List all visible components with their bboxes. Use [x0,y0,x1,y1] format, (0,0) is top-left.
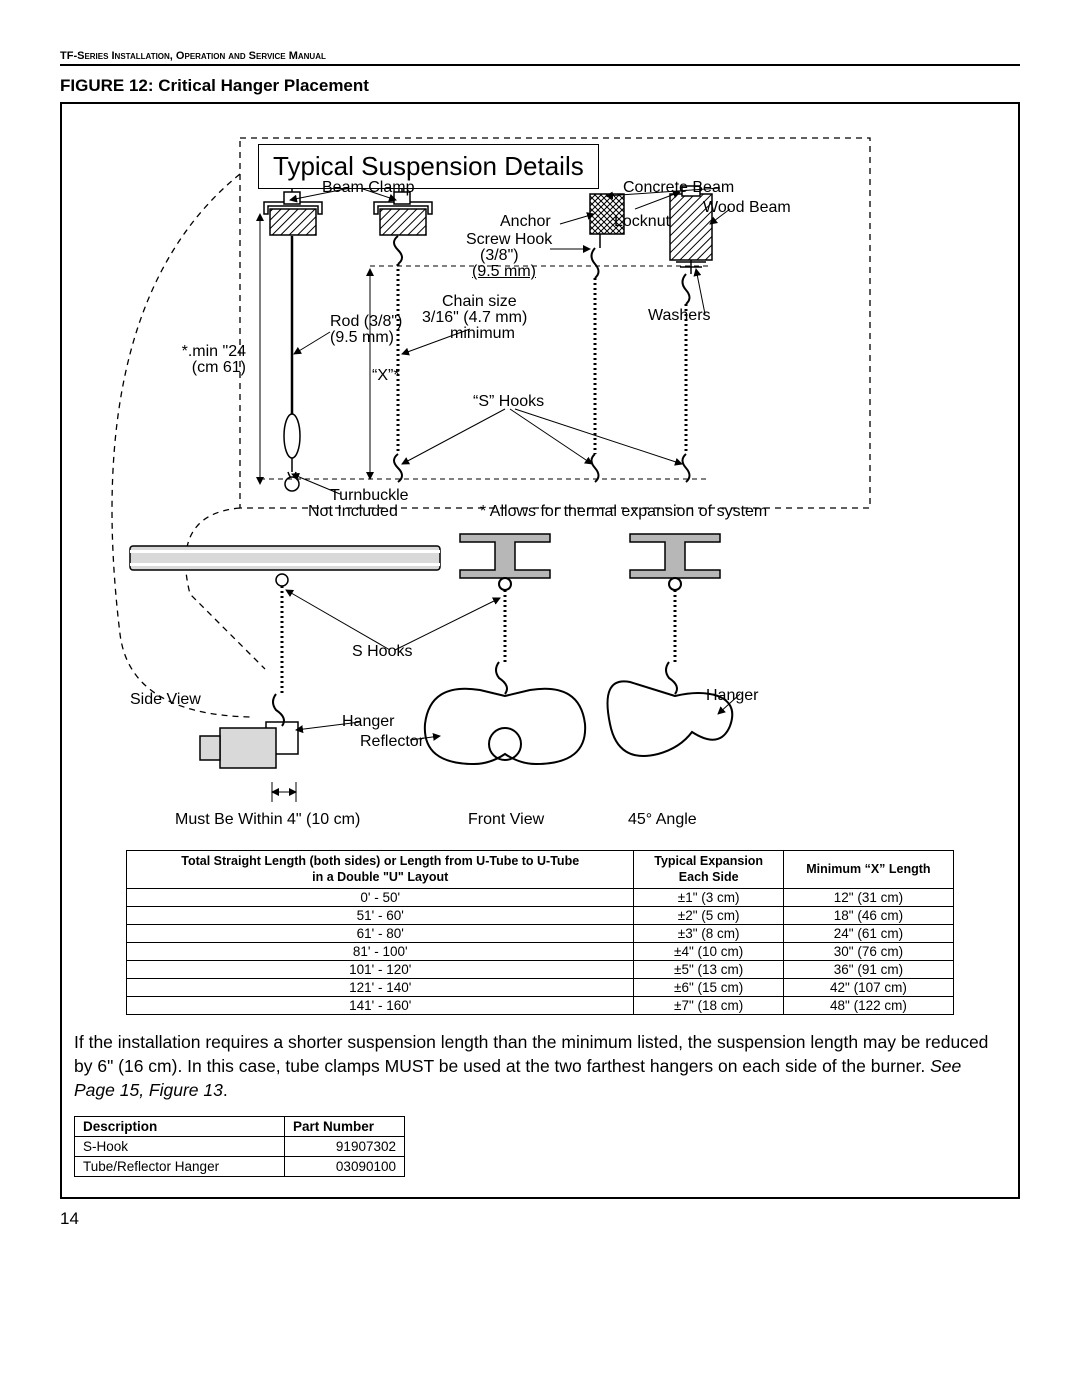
label-x: “X”* [372,366,400,385]
cell: 42" (107 cm) [784,979,953,997]
cell: S-Hook [75,1137,285,1157]
label-angle: 45° Angle [628,810,697,829]
table-row: 61' - 80'±3" (8 cm)24" (61 cm) [127,925,953,943]
table-row: Total Straight Length (both sides) or Le… [127,851,953,889]
cell: 61' - 80' [127,925,634,943]
cell: 141' - 160' [127,997,634,1015]
table-row: 141' - 160'±7" (18 cm)48" (122 cm) [127,997,953,1015]
label-screwhook-mm: (9.5 mm) [472,262,536,281]
table-row: 121' - 140'±6" (15 cm)42" (107 cm) [127,979,953,997]
label-side-view: Side View [130,690,201,709]
th-minx: Minimum “X” Length [784,851,953,889]
label-wood: Wood Beam [703,198,791,217]
cell: 18" (46 cm) [784,907,953,925]
figure-box: Typical Suspension Details Beam Clamp Co… [60,102,1020,1199]
cell: 36" (91 cm) [784,961,953,979]
th-text: in a Double "U" Layout [312,870,448,884]
table-row: Description Part Number [75,1117,405,1137]
table-row: 81' - 100'±4" (10 cm)30" (76 cm) [127,943,953,961]
label-must-within: Must Be Within 4" (10 cm) [175,810,360,829]
label-beam-clamp: Beam Clamp [322,178,414,197]
cell: 121' - 140' [127,979,634,997]
cell: ±5" (13 cm) [634,961,784,979]
doc-header: TF-Series Installation, Operation and Se… [60,50,1020,62]
th-expansion: Typical Expansion Each Side [634,851,784,889]
cell: 101' - 120' [127,961,634,979]
cell: ±3" (8 cm) [634,925,784,943]
cell: ±1" (3 cm) [634,889,784,907]
diagram-title: Typical Suspension Details [258,144,599,189]
expansion-table: Total Straight Length (both sides) or Le… [126,850,953,1015]
label-reflector: Reflector [360,732,424,751]
label-shooks2: S Hooks [352,642,412,661]
th-length: Total Straight Length (both sides) or Le… [127,851,634,889]
th-desc: Description [75,1117,285,1137]
cell: 0' - 50' [127,889,634,907]
cell: 91907302 [285,1137,405,1157]
cell: 24" (61 cm) [784,925,953,943]
th-pn: Part Number [285,1117,405,1137]
cell: ±2" (5 cm) [634,907,784,925]
label-anchor: Anchor [500,212,551,231]
cell: ±6" (15 cm) [634,979,784,997]
cell: 30" (76 cm) [784,943,953,961]
diagram: Typical Suspension Details Beam Clamp Co… [70,114,1010,834]
cell: 81' - 100' [127,943,634,961]
body-text-c: . [223,1080,228,1100]
cell: 51' - 60' [127,907,634,925]
figure-caption: FIGURE 12: Critical Hanger Placement [60,76,1020,96]
table-row: 101' - 120'±5" (13 cm)36" (91 cm) [127,961,953,979]
label-s-hooks: “S” Hooks [473,392,544,411]
header-rule [60,64,1020,66]
page-number: 14 [60,1209,1020,1229]
cell: 48" (122 cm) [784,997,953,1015]
body-paragraph: If the installation requires a shorter s… [74,1031,1006,1102]
label-chain-min: minimum [450,324,515,343]
table-row: Tube/Reflector Hanger03090100 [75,1157,405,1177]
cell: ±4" (10 cm) [634,943,784,961]
cell: 12" (31 cm) [784,889,953,907]
body-text-a: If the installation requires a shorter s… [74,1032,988,1076]
th-text: Each Side [679,870,739,884]
table-row: 0' - 50'±1" (3 cm)12" (31 cm) [127,889,953,907]
label-concrete: Concrete Beam [623,178,734,197]
cell: ±7" (18 cm) [634,997,784,1015]
label-hanger2: Hanger [706,686,758,705]
label-washers: Washers [648,306,711,325]
cell: 03090100 [285,1157,405,1177]
label-hanger: Hanger [342,712,394,731]
label-not-included: Not Included [308,502,398,521]
label-locknut: Locknut [614,212,670,231]
th-text: Typical Expansion [654,854,763,868]
label-allows: * Allows for thermal expansion of system [480,502,767,521]
cell: Tube/Reflector Hanger [75,1157,285,1177]
parts-table: Description Part Number S-Hook91907302 T… [74,1116,405,1177]
th-text: Total Straight Length (both sides) or Le… [181,854,579,868]
table-row: S-Hook91907302 [75,1137,405,1157]
page: TF-Series Installation, Operation and Se… [0,0,1080,1269]
label-rod-mm: (9.5 mm) [330,328,394,347]
label-front-view: Front View [468,810,544,829]
table-row: 51' - 60'±2" (5 cm)18" (46 cm) [127,907,953,925]
